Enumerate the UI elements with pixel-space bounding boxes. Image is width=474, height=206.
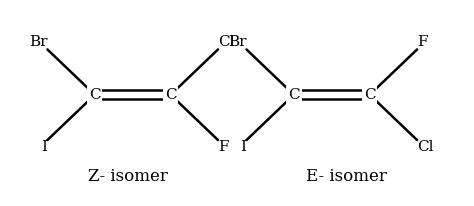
Text: Cl: Cl (417, 140, 434, 154)
Text: F: F (218, 140, 228, 154)
Text: C: C (89, 88, 100, 102)
Text: F: F (417, 35, 428, 49)
Text: Br: Br (228, 35, 246, 49)
Text: I: I (240, 140, 246, 154)
Text: I: I (41, 140, 47, 154)
Text: Br: Br (29, 35, 47, 49)
Text: E- isomer: E- isomer (306, 168, 386, 185)
Text: C: C (364, 88, 375, 102)
Text: C: C (288, 88, 300, 102)
Text: C: C (165, 88, 176, 102)
Text: Cl: Cl (218, 35, 235, 49)
Text: Z- isomer: Z- isomer (88, 168, 168, 185)
